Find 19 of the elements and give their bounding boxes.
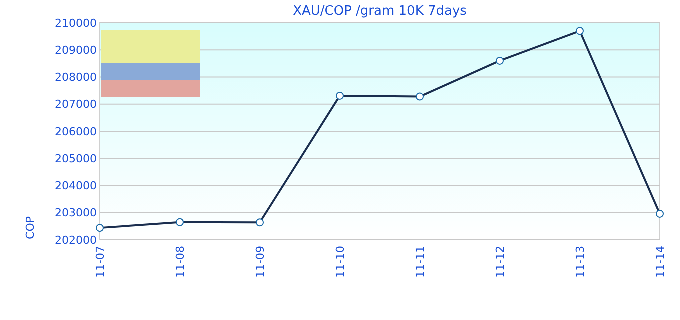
x-tick-label: 11-08 (174, 246, 187, 278)
x-tick-label: 11-11 (414, 246, 427, 278)
x-tick-label: 11-10 (334, 246, 347, 278)
x-tick-label: 11-12 (494, 246, 507, 278)
y-tick-label: 207000 (55, 98, 97, 112)
y-tick-label: 209000 (55, 44, 97, 57)
y-tick-label: 203000 (55, 206, 97, 220)
y-tick-label: 210000 (55, 16, 97, 30)
y-tick-label: 206000 (55, 125, 97, 138)
y-tick-label: 205000 (55, 152, 97, 166)
y-tick-label: 204000 (55, 180, 97, 193)
y-tick-label: 208000 (55, 71, 97, 84)
x-tick-label: 11-14 (654, 246, 667, 278)
y-axis-title: COP (24, 216, 37, 240)
x-tick-label: 11-07 (94, 246, 107, 278)
y-tick-label: 202000 (55, 234, 97, 247)
chart-title: XAU/COP /gram 10K 7days (293, 4, 468, 19)
x-tick-label: 11-13 (574, 246, 587, 278)
x-tick-label: 11-09 (254, 246, 267, 278)
